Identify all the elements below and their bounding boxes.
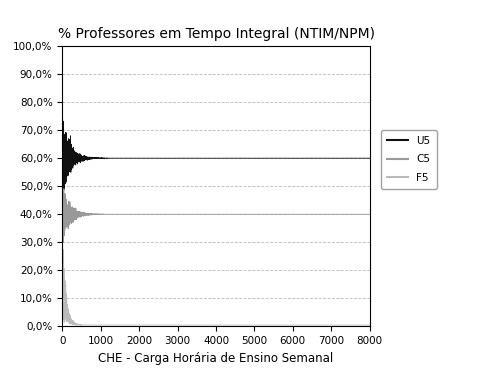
Title: % Professores em Tempo Integral (NTIM/NPM): % Professores em Tempo Integral (NTIM/NP… xyxy=(58,27,374,41)
Line: U5: U5 xyxy=(62,119,370,193)
U5 xyxy=(249,156,255,161)
C5 xyxy=(60,198,65,202)
C5 xyxy=(292,212,298,217)
C5 xyxy=(61,186,67,191)
C5 xyxy=(243,212,249,217)
C5 xyxy=(367,212,372,217)
C5 xyxy=(60,240,66,245)
F5 xyxy=(60,308,65,312)
C5 xyxy=(249,212,255,217)
Line: C5: C5 xyxy=(62,189,370,242)
F5 xyxy=(367,323,372,327)
C5 xyxy=(154,212,160,217)
F5 xyxy=(243,323,249,327)
Legend: U5, C5, F5: U5, C5, F5 xyxy=(381,130,437,189)
C5 xyxy=(314,212,320,217)
U5 xyxy=(154,156,160,161)
C5 xyxy=(324,212,330,217)
U5 xyxy=(60,191,66,195)
Line: F5: F5 xyxy=(62,232,370,325)
F5 xyxy=(249,323,255,327)
X-axis label: CHE - Carga Horária de Ensino Semanal: CHE - Carga Horária de Ensino Semanal xyxy=(98,352,334,365)
F5 xyxy=(184,323,190,327)
U5 xyxy=(243,156,249,161)
F5 xyxy=(324,323,330,327)
U5 xyxy=(60,117,65,122)
U5 xyxy=(367,156,372,161)
F5 xyxy=(154,323,160,327)
U5 xyxy=(60,150,65,155)
U5 xyxy=(292,156,298,161)
F5 xyxy=(314,323,320,327)
F5 xyxy=(60,230,65,235)
U5 xyxy=(324,156,330,161)
U5 xyxy=(314,156,320,161)
F5 xyxy=(292,323,298,327)
